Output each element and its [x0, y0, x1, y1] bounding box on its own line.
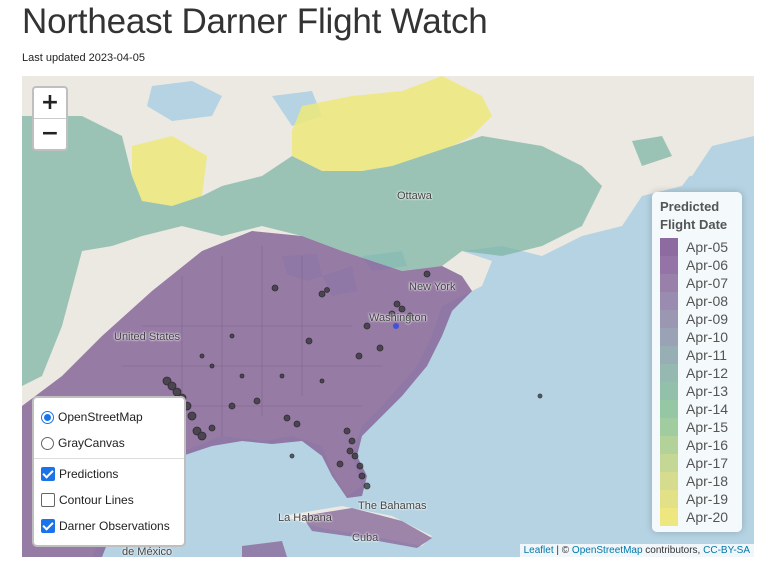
legend-item: Apr-08 [660, 292, 728, 310]
zoom-in-button[interactable]: + [40, 90, 60, 115]
legend-label: Apr-05 [686, 239, 729, 255]
overlay-label-contour-lines: Contour Lines [59, 493, 134, 507]
radio-graycanvas[interactable] [41, 436, 54, 450]
legend-swatch [660, 472, 678, 490]
legend-swatch [660, 292, 678, 310]
legend-label: Apr-06 [686, 257, 729, 273]
legend-label: Apr-14 [686, 401, 729, 417]
page-title: Northeast Darner Flight Watch [22, 2, 488, 41]
label-la-habana: La Habana [278, 512, 332, 524]
legend-item: Apr-18 [660, 472, 728, 490]
legend-swatch [660, 490, 678, 508]
leaflet-link[interactable]: Leaflet [523, 545, 554, 556]
checkbox-contour-lines[interactable] [41, 493, 55, 507]
legend-item: Apr-06 [660, 256, 728, 274]
legend-item: Apr-10 [660, 328, 728, 346]
overlay-label-darner-observations: Darner Observations [59, 519, 170, 533]
legend-item: Apr-15 [660, 418, 728, 436]
osm-link[interactable]: OpenStreetMap [571, 545, 643, 556]
legend-label: Apr-17 [686, 455, 729, 471]
base-layer-graycanvas[interactable]: GrayCanvas [34, 430, 184, 456]
legend-title: Predicted Flight Date [660, 198, 727, 234]
legend-label: Apr-16 [686, 437, 729, 453]
legend-swatch [660, 256, 678, 274]
legend-items: Apr-05 Apr-06 Apr-07 Apr-08 Apr-09 Apr-10 Apr-… [660, 238, 728, 526]
legend-item: Apr-07 [660, 274, 728, 292]
legend-swatch [660, 310, 678, 328]
legend-label: Apr-15 [686, 419, 729, 435]
legend-title-line2: Flight Date [660, 217, 728, 232]
legend-item: Apr-11 [660, 346, 728, 364]
legend-item: Apr-05 [660, 238, 728, 256]
legend-item: Apr-13 [660, 382, 728, 400]
license-link[interactable]: CC-BY-SA [703, 545, 750, 556]
map-attribution: Leaflet | © OpenStreetMap contributors, … [519, 544, 754, 557]
overlay-predictions[interactable]: Predictions [34, 461, 184, 487]
zoom-control: + − [32, 86, 68, 151]
layers-separator [34, 458, 184, 459]
legend-title-line1: Predicted [660, 199, 720, 214]
label-bahamas: The Bahamas [358, 500, 427, 512]
legend-item: Apr-20 [660, 508, 728, 526]
legend-label: Apr-11 [686, 347, 727, 363]
legend-item: Apr-17 [660, 454, 728, 472]
legend-label: Apr-09 [686, 311, 729, 327]
legend-label: Apr-12 [686, 365, 729, 381]
legend-item: Apr-16 [660, 436, 728, 454]
legend-swatch [660, 418, 678, 436]
legend-swatch [660, 382, 678, 400]
legend-swatch [660, 238, 678, 256]
legend-label: Apr-10 [686, 329, 729, 345]
legend-label: Apr-08 [686, 293, 729, 309]
legend-swatch [660, 274, 678, 292]
legend-swatch [660, 364, 678, 382]
overlay-label-predictions: Predictions [59, 467, 119, 481]
legend-swatch [660, 508, 678, 526]
overlay-contour-lines[interactable]: Contour Lines [34, 487, 184, 513]
radio-openstreetmap[interactable] [41, 410, 54, 424]
label-new-york: New York [409, 281, 456, 293]
legend-swatch [660, 400, 678, 418]
legend-item: Apr-14 [660, 400, 728, 418]
legend-swatch [660, 328, 678, 346]
checkbox-darner-observations[interactable] [41, 519, 55, 533]
layer-label-graycanvas: GrayCanvas [58, 436, 125, 450]
checkbox-predictions[interactable] [41, 467, 55, 481]
label-ottawa: Ottawa [397, 190, 432, 202]
legend-label: Apr-13 [686, 383, 729, 399]
legend-label: Apr-19 [686, 491, 729, 507]
legend-swatch [660, 346, 678, 364]
map-container[interactable]: Ottawa New York Washington United States… [22, 76, 754, 557]
legend-swatch [660, 454, 678, 472]
legend-item: Apr-19 [660, 490, 728, 508]
layer-label-openstreetmap: OpenStreetMap [58, 410, 143, 424]
legend-label: Apr-07 [686, 275, 729, 291]
legend-item: Apr-09 [660, 310, 728, 328]
base-layer-openstreetmap[interactable]: OpenStreetMap [34, 404, 184, 430]
legend-item: Apr-12 [660, 364, 728, 382]
label-cuba: Cuba [352, 532, 379, 544]
legend-label: Apr-20 [686, 509, 729, 525]
label-washington: Washington [369, 312, 427, 324]
attribution-sep: | © [553, 545, 572, 556]
legend-swatch [660, 436, 678, 454]
zoom-out-button[interactable]: − [34, 118, 66, 149]
overlay-darner-observations[interactable]: Darner Observations [34, 513, 184, 539]
layers-control: OpenStreetMap GrayCanvas Predictions Con… [32, 396, 186, 547]
label-mexico: de México [122, 546, 173, 557]
flight-date-legend: Predicted Flight Date Apr-05 Apr-06 Apr-07… [652, 192, 742, 532]
label-united-states: United States [114, 331, 181, 343]
attribution-contributors: contributors, [642, 545, 704, 556]
last-updated: Last updated 2023-04-05 [22, 52, 145, 64]
legend-label: Apr-18 [686, 473, 729, 489]
